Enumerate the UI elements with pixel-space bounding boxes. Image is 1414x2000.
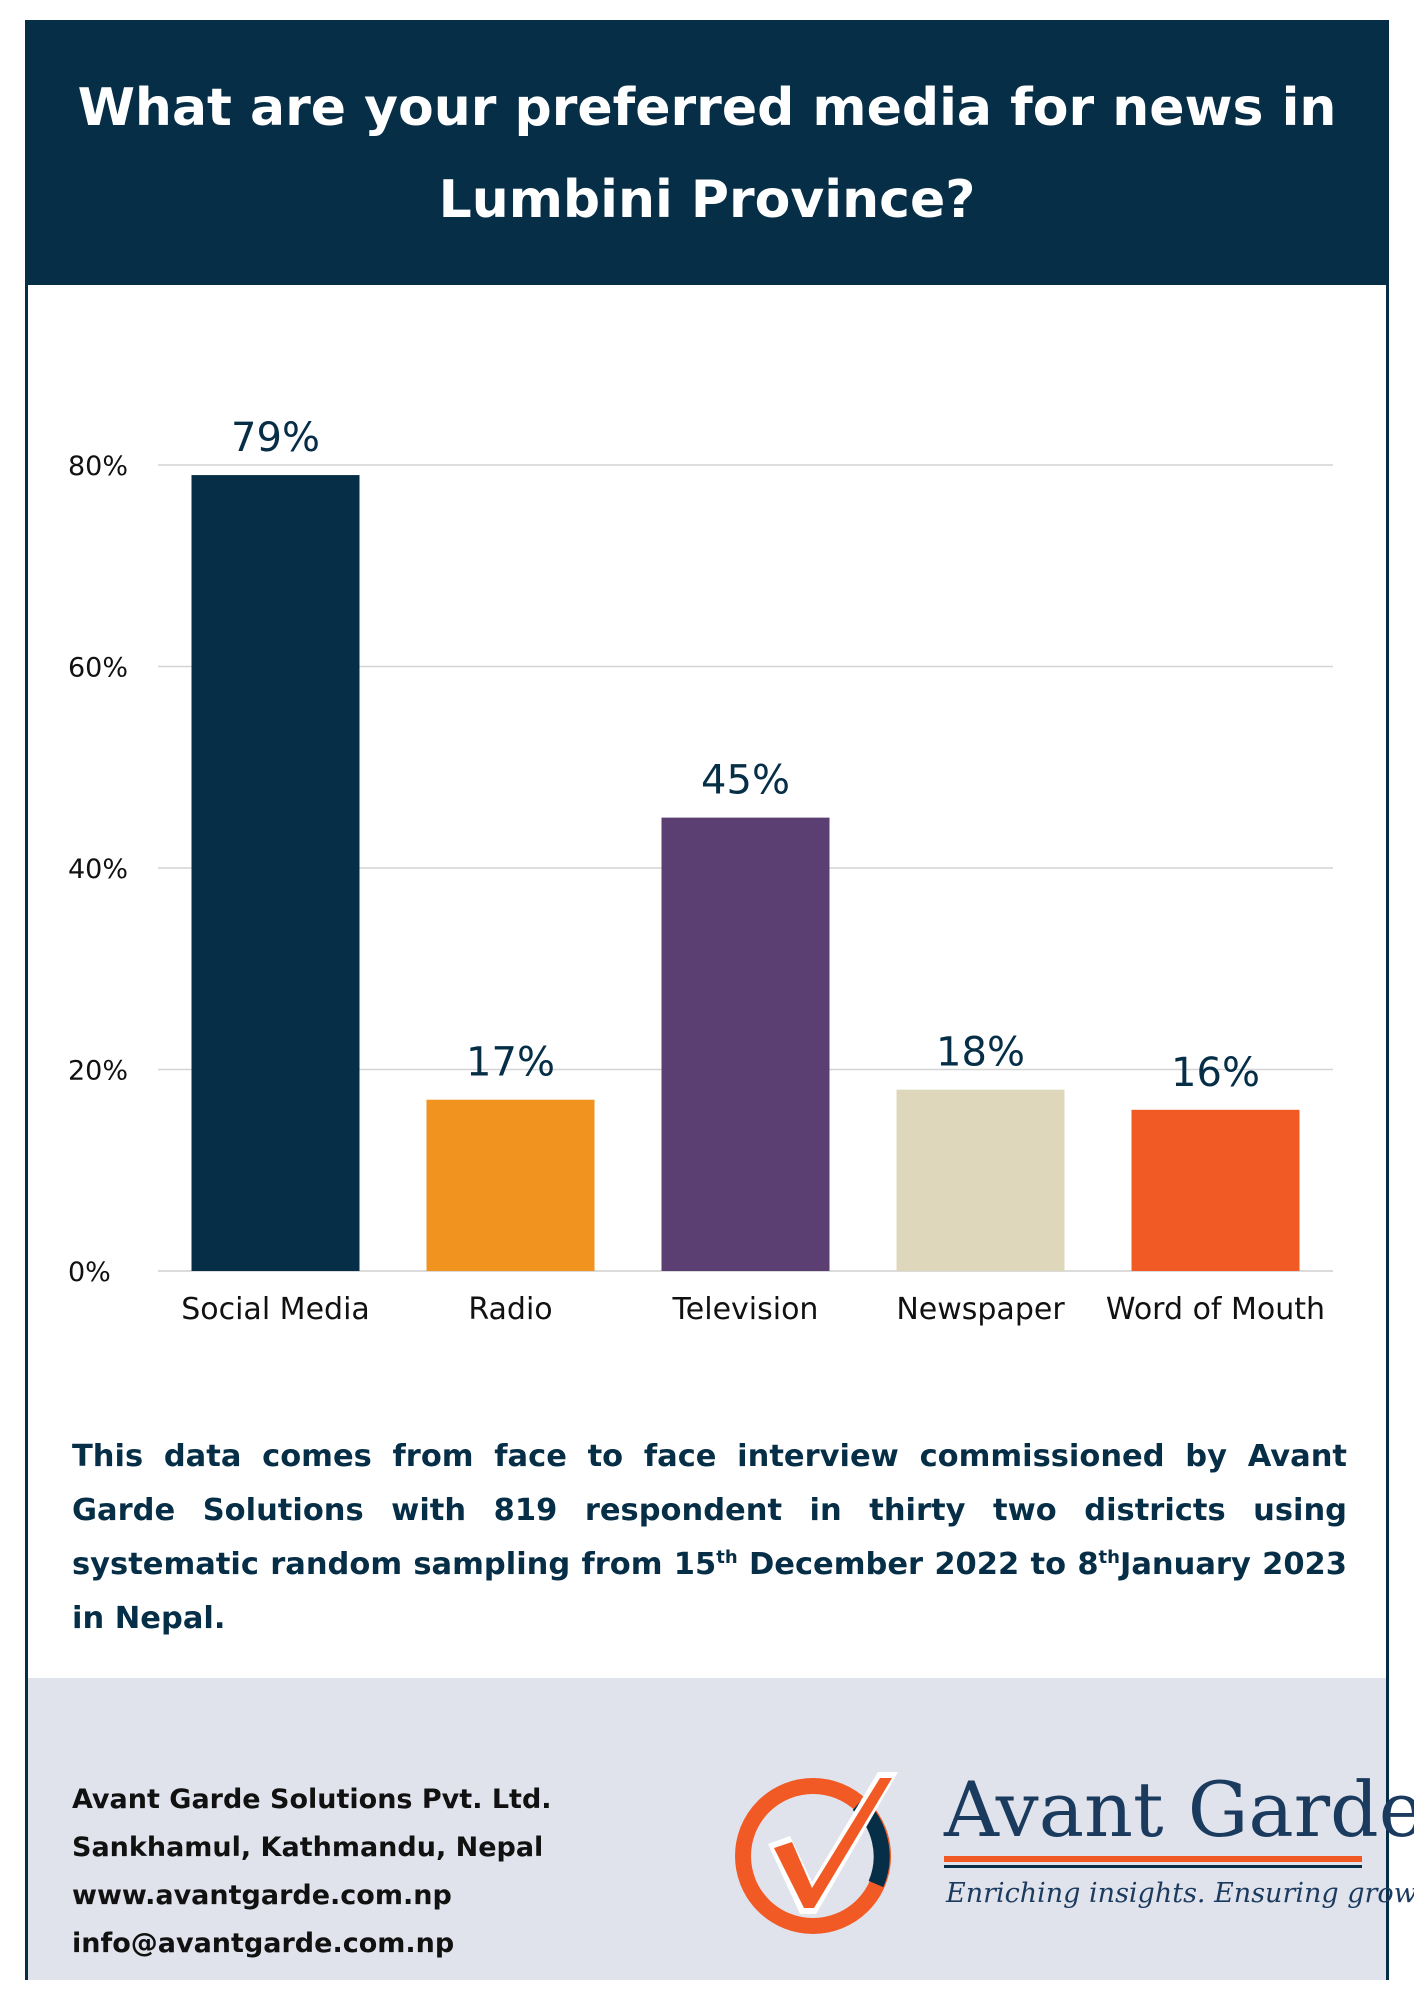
- bar-chart: 0% 20% 40% 60% 80% 79% Social Media 17% Radio 45%…: [28, 285, 1386, 1349]
- data-label: 18%: [936, 1030, 1025, 1076]
- company-email[interactable]: info@avantgarde.com.np: [72, 1928, 455, 1959]
- logo-wordmark: Avant Garde: [944, 1765, 1414, 1854]
- note-text-2: December 2022 to 8: [737, 1547, 1099, 1582]
- y-tick-label: 80%: [68, 451, 128, 482]
- data-label: 16%: [1171, 1050, 1260, 1096]
- company-name: Avant Garde Solutions Pvt. Ltd.: [72, 1784, 552, 1815]
- y-tick-label: 60%: [68, 653, 128, 684]
- bar: [1131, 1109, 1300, 1271]
- title-banner: What are your preferred media for news i…: [28, 23, 1386, 285]
- x-tick-label: Television: [672, 1292, 819, 1327]
- company-address: Sankhamul, Kathmandu, Nepal: [72, 1832, 544, 1863]
- checkmark-logo-icon: [735, 1772, 898, 1934]
- logo-rule-navy: [944, 1865, 1362, 1868]
- bar: [191, 475, 360, 1271]
- bar-chart-svg: 0% 20% 40% 60% 80% 79% Social Media 17% Radio 45%…: [68, 415, 1333, 1327]
- logo-rule-orange: [944, 1856, 1362, 1862]
- x-tick-label: Social Media: [181, 1292, 370, 1327]
- chart-title: What are your preferred media for news i…: [77, 78, 1337, 230]
- data-label: 45%: [701, 758, 790, 804]
- note-superscript-2: th: [1098, 1546, 1120, 1568]
- y-tick-label: 20%: [68, 1056, 128, 1087]
- data-label: 79%: [231, 415, 320, 461]
- avant-garde-logo: Avant Garde Enriching insights. Ensuring…: [708, 1764, 1414, 1944]
- note-text-1: This data comes from face to face interv…: [72, 1439, 1347, 1582]
- logo-tagline: Enriching insights. Ensuring growth.: [946, 1878, 1414, 1909]
- bar: [896, 1089, 1065, 1271]
- footer: Avant Garde Solutions Pvt. Ltd. Sankhamu…: [28, 1678, 1414, 1980]
- y-tick-label: 40%: [68, 854, 128, 885]
- x-tick-label: Word of Mouth: [1106, 1292, 1325, 1327]
- y-tick-label: 0%: [68, 1257, 111, 1288]
- contact-block: Avant Garde Solutions Pvt. Ltd. Sankhamu…: [72, 1776, 552, 1968]
- methodology-note: This data comes from face to face interv…: [72, 1430, 1347, 1646]
- x-tick-label: Radio: [468, 1292, 552, 1327]
- x-tick-label: Newspaper: [896, 1292, 1065, 1327]
- note-superscript-1: th: [716, 1546, 738, 1568]
- data-label: 17%: [466, 1040, 555, 1086]
- company-website[interactable]: www.avantgarde.com.np: [72, 1880, 452, 1911]
- bar: [661, 817, 830, 1271]
- bar: [426, 1099, 595, 1271]
- note-text-3: January 2023 in Nepal.: [72, 1547, 1347, 1636]
- infographic-frame: What are your preferred media for news i…: [25, 20, 1414, 1980]
